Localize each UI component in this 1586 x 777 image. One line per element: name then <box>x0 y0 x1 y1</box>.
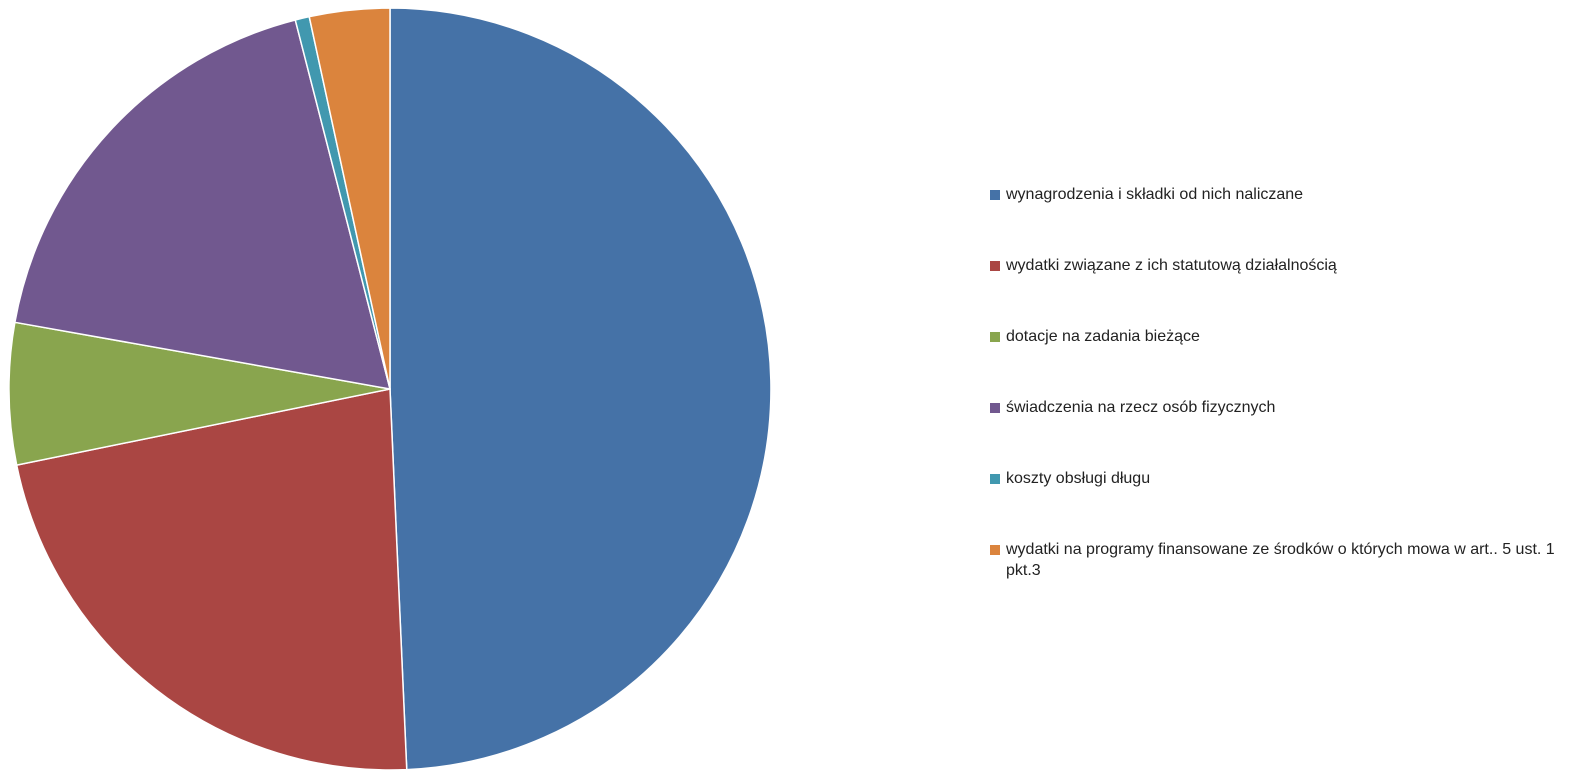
legend-label: wynagrodzenia i składki od nich naliczan… <box>1006 186 1304 203</box>
pie-slice-0 <box>389 7 772 771</box>
legend-label: świadczenia na rzecz osób fizycznych <box>1006 399 1276 416</box>
legend-item-wages: wynagrodzenia i składki od nich naliczan… <box>990 184 1580 205</box>
pie-slice-3 <box>14 19 392 390</box>
legend-swatch <box>990 261 1000 271</box>
legend-item-benefits: świadczenia na rzecz osób fizycznych <box>990 397 1580 418</box>
legend-item-subsidies: dotacje na zadania bieżące <box>990 326 1580 347</box>
legend-item-statutory: wydatki związane z ich statutową działal… <box>990 255 1580 276</box>
legend-item-debt: koszty obsługi długu <box>990 468 1580 489</box>
pie-slice-2 <box>8 321 391 466</box>
legend-swatch <box>990 545 1000 555</box>
pie-slice-5 <box>308 7 391 390</box>
legend-label: wydatki związane z ich statutową działal… <box>1006 257 1337 274</box>
legend-label: wydatki na programy finansowane ze środk… <box>1006 541 1555 579</box>
pie-slice-1 <box>15 388 408 771</box>
legend-swatch <box>990 403 1000 413</box>
legend-swatch <box>990 332 1000 342</box>
legend-swatch <box>990 190 1000 200</box>
legend: wynagrodzenia i składki od nich naliczan… <box>990 184 1580 631</box>
legend-swatch <box>990 474 1000 484</box>
legend-label: dotacje na zadania bieżące <box>1006 328 1200 345</box>
legend-label: koszty obsługi długu <box>1006 470 1151 487</box>
legend-item-programs: wydatki na programy finansowane ze środk… <box>990 539 1580 581</box>
